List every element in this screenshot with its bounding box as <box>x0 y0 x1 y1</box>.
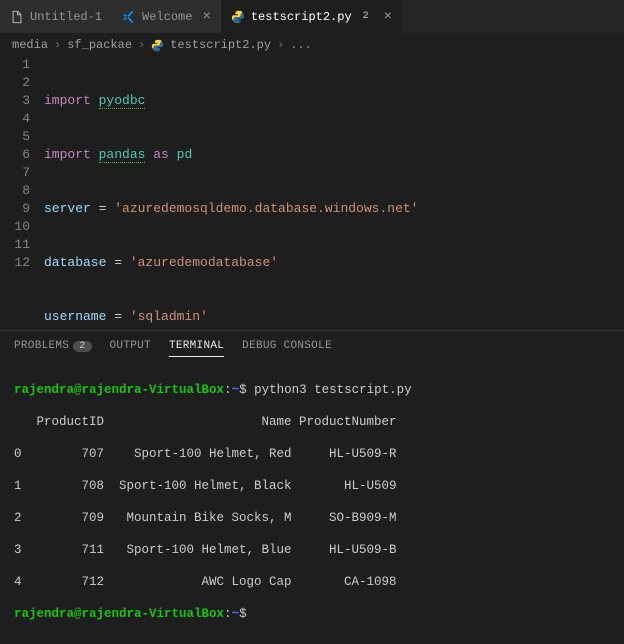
close-icon[interactable]: × <box>202 9 210 25</box>
panel-tabs: PROBLEMS2 OUTPUT TERMINAL DEBUG CONSOLE <box>0 330 624 360</box>
python-icon <box>231 10 245 24</box>
breadcrumb-seg: ... <box>290 38 312 52</box>
panel-tab-debug[interactable]: DEBUG CONSOLE <box>242 340 332 352</box>
modified-badge: 2 <box>358 9 374 25</box>
vscode-icon <box>122 10 136 24</box>
terminal-line: 1 708 Sport-100 Helmet, Black HL-U509 <box>14 478 610 494</box>
file-icon <box>10 10 24 24</box>
code-editor[interactable]: 123 456 789 101112 import pyodbc import … <box>0 56 624 330</box>
tab-label: Untitled-1 <box>30 10 102 24</box>
terminal-line: 0 707 Sport-100 Helmet, Red HL-U509-R <box>14 446 610 462</box>
problems-count: 2 <box>73 341 91 352</box>
close-icon[interactable]: × <box>384 9 392 25</box>
terminal-line: 3 711 Sport-100 Helmet, Blue HL-U509-B <box>14 542 610 558</box>
tab-welcome[interactable]: Welcome × <box>112 0 221 33</box>
tab-testscript[interactable]: testscript2.py 2 × <box>221 0 402 33</box>
python-icon <box>151 39 164 52</box>
terminal-output[interactable]: rajendra@rajendra-VirtualBox:~$ python3 … <box>0 360 624 644</box>
tab-label: testscript2.py <box>251 10 352 24</box>
line-gutter: 123 456 789 101112 <box>0 56 44 330</box>
tab-untitled[interactable]: Untitled-1 <box>0 0 112 33</box>
chevron-right-icon: › <box>277 38 284 52</box>
chevron-right-icon: › <box>138 38 145 52</box>
breadcrumb-seg: testscript2.py <box>170 38 271 52</box>
chevron-right-icon: › <box>54 38 61 52</box>
terminal-line: 2 709 Mountain Bike Socks, M SO-B909-M <box>14 510 610 526</box>
terminal-line: ProductID Name ProductNumber <box>14 414 610 430</box>
breadcrumb-seg: sf_packae <box>67 38 132 52</box>
panel-tab-problems[interactable]: PROBLEMS2 <box>14 340 92 352</box>
editor-tabs: Untitled-1 Welcome × testscript2.py 2 × <box>0 0 624 34</box>
breadcrumb[interactable]: media › sf_packae › testscript2.py › ... <box>0 34 624 56</box>
breadcrumb-seg: media <box>12 38 48 52</box>
tab-label: Welcome <box>142 10 192 24</box>
panel-tab-terminal[interactable]: TERMINAL <box>169 340 224 357</box>
terminal-line: 4 712 AWC Logo Cap CA-1098 <box>14 574 610 590</box>
code-content[interactable]: import pyodbc import pandas as pd server… <box>44 56 624 330</box>
panel-tab-output[interactable]: OUTPUT <box>110 340 151 352</box>
